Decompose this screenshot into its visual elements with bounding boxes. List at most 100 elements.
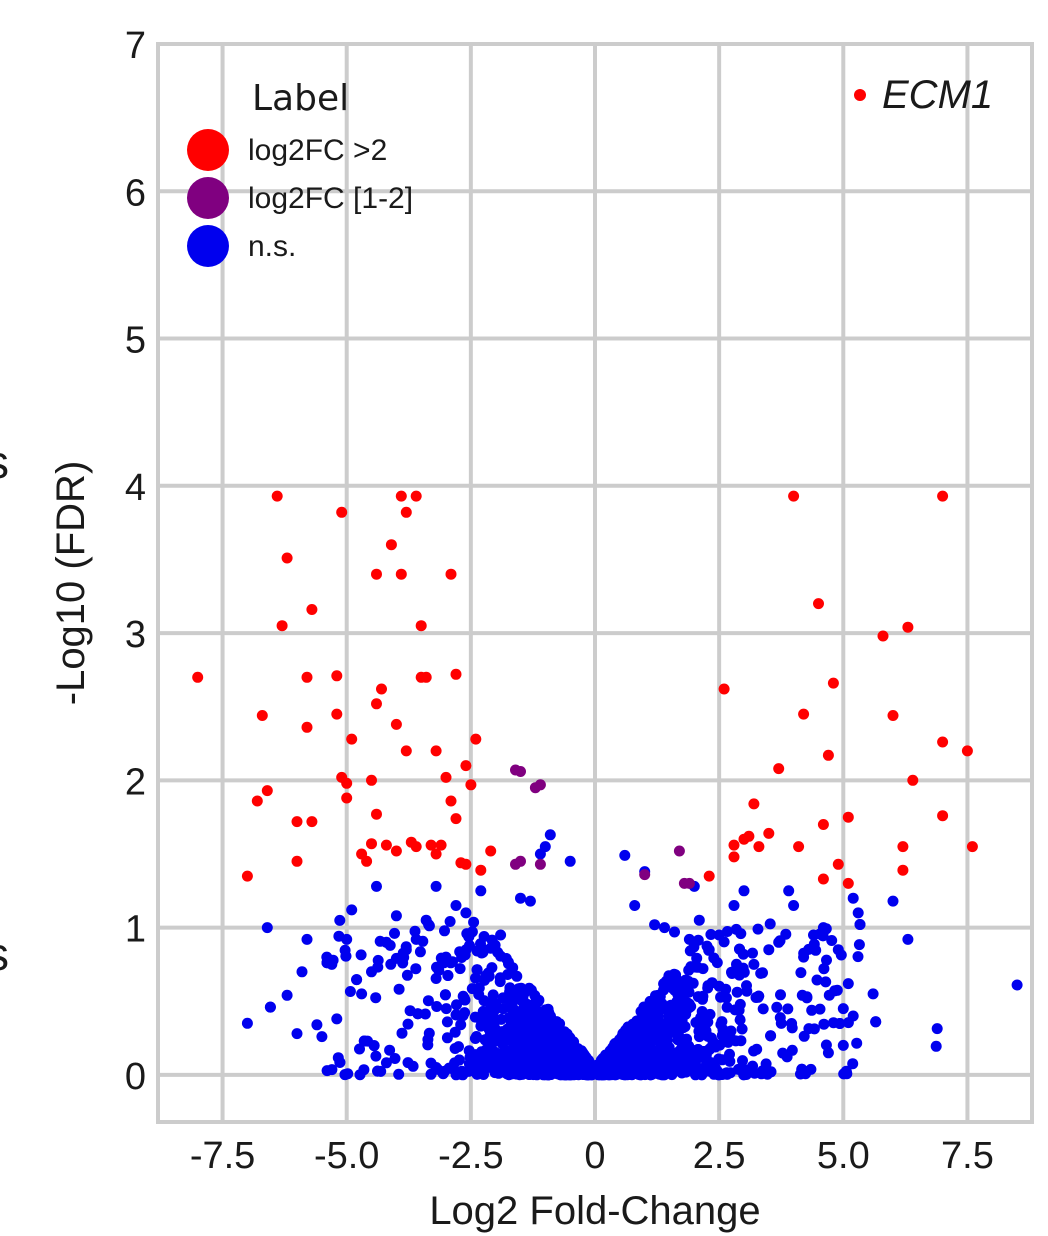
data-point [440,1003,452,1015]
data-point [822,749,834,761]
data-point [393,983,405,995]
data-point [753,990,765,1002]
data-point [771,1001,783,1013]
data-point [821,954,832,966]
data-point [513,983,525,995]
data-point [291,816,303,828]
data-point [400,745,412,757]
data-point [442,970,454,981]
data-point [808,1023,820,1035]
data-point [716,1030,728,1041]
data-point [698,1014,710,1025]
data-point [511,970,523,982]
data-point [409,925,421,937]
data-point [867,988,879,1000]
data-point [410,963,422,975]
data-point [276,620,288,632]
data-point [823,989,835,1001]
data-point [683,986,695,998]
data-point [837,1039,849,1051]
data-point [775,989,786,1001]
data-point [671,974,683,986]
data-point [651,1061,663,1073]
data-point [714,1039,726,1051]
data-point [937,810,949,822]
data-point [460,907,472,919]
data-point [401,969,413,981]
data-point [738,966,750,978]
data-point [410,490,422,502]
x-tick-label: 0 [584,1135,605,1177]
data-point [456,1065,468,1077]
data-point [693,1025,705,1037]
data-point [698,1046,710,1057]
data-point [460,858,472,870]
data-point [450,900,462,911]
data-point [450,813,462,825]
data-point [826,935,838,946]
data-point [760,1058,772,1070]
data-point [842,877,854,889]
data-point [851,1037,863,1049]
data-point [469,1033,481,1044]
data-point [355,949,367,961]
data-point [685,961,697,973]
data-point [680,1062,692,1073]
data-point [887,710,899,721]
data-point [486,962,498,974]
legend-swatch [187,225,229,267]
data-point [241,1017,253,1029]
data-point [752,923,764,935]
data-point [311,1019,323,1031]
data-point [371,880,382,892]
data-point [488,1020,500,1032]
data-point [453,1054,465,1066]
data-point [515,766,526,777]
data-point [805,1063,817,1075]
data-point [569,1069,581,1080]
data-point [510,1061,522,1072]
data-point [629,900,641,911]
data-point [497,1003,509,1015]
data-point [713,1053,725,1065]
data-point [407,1060,419,1072]
data-point [630,1044,642,1056]
data-point [796,989,808,1001]
data-point [734,1014,746,1026]
data-point [301,933,313,945]
data-point [389,927,400,939]
data-point [796,1063,808,1075]
data-point [631,1023,643,1034]
data-point [966,841,978,853]
data-point [530,1064,542,1075]
data-point [475,885,487,897]
data-point [622,1021,634,1033]
x-axis-title: Log2 Fold-Change [429,1189,760,1233]
data-point [937,736,949,748]
data-point [683,877,695,889]
y-tick-label: 1 [125,909,146,951]
data-point [818,1018,830,1030]
y-tick-label: 0 [125,1056,146,1098]
data-point [346,733,358,745]
data-point [385,539,397,551]
data-point [539,1010,551,1022]
data-point [788,490,800,502]
data-point [673,1046,685,1058]
x-tick-label: 7.5 [941,1135,994,1177]
data-point [440,951,452,963]
data-point [598,1060,610,1072]
data-point [339,1069,351,1081]
data-point [521,999,533,1010]
data-point [468,916,480,928]
data-point [660,1026,672,1038]
y-tick-label: 6 [125,172,146,214]
data-point [702,982,714,994]
data-point [708,952,720,964]
data-point [271,490,283,502]
x-tick-label: -5.0 [314,1135,379,1177]
data-point [654,989,666,1001]
data-point [281,989,293,1001]
data-point [757,967,768,979]
